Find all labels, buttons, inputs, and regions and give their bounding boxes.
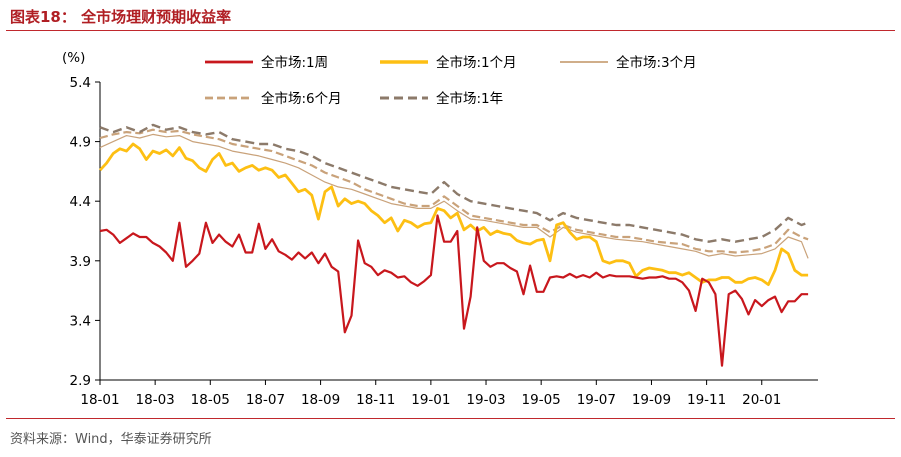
x-tick-label: 18-11: [356, 392, 395, 408]
y-axis-unit: (%): [62, 50, 85, 66]
x-tick-label: 19-09: [632, 392, 671, 408]
legend-label: 全市场:1个月: [436, 54, 517, 71]
series-line: [99, 123, 809, 243]
x-tick-label: 18-07: [246, 392, 285, 408]
x-tick-label: 20-01: [742, 392, 781, 408]
x-tick-label: 19-07: [577, 392, 616, 408]
source-note: 资料来源：Wind，华泰证券研究所: [10, 432, 212, 447]
x-tick-label: 18-03: [136, 392, 175, 408]
x-tick-label: 19-03: [466, 392, 505, 408]
x-tick-label: 19-01: [411, 392, 450, 408]
series-line: [99, 128, 809, 254]
x-axis: 18-01 18-03 18-05 18-07 18-09 18-11 19-01 19-03…: [80, 379, 818, 408]
plot-series: [98, 123, 809, 367]
x-tick-label: 18-09: [301, 392, 340, 408]
x-tick-label: 18-01: [80, 392, 119, 408]
y-tick-label: 3.9: [70, 254, 91, 270]
figure-title: 图表18： 全市场理财预期收益率: [10, 8, 232, 26]
y-tick-label: 3.4: [70, 313, 91, 329]
footer-divider: [6, 418, 895, 419]
legend-label: 全市场:3个月: [616, 54, 697, 71]
series-line: [98, 142, 809, 286]
y-tick-label: 5.4: [70, 75, 91, 91]
y-tick-label: 2.9: [70, 373, 91, 389]
y-axis: 5.4 4.9 4.4 3.9 3.4 2.9: [70, 75, 101, 389]
y-tick-label: 4.4: [70, 194, 91, 210]
series-line: [99, 214, 809, 367]
legend-label: 全市场:6个月: [261, 90, 342, 107]
legend-label: 全市场:1年: [436, 90, 503, 107]
x-tick-label: 19-11: [687, 392, 726, 408]
title-divider: [6, 30, 895, 31]
legend-label: 全市场:1周: [261, 54, 328, 71]
series-line: [99, 133, 809, 259]
x-tick-label: 18-05: [191, 392, 230, 408]
x-tick-label: 19-05: [522, 392, 561, 408]
y-tick-label: 4.9: [70, 135, 91, 151]
